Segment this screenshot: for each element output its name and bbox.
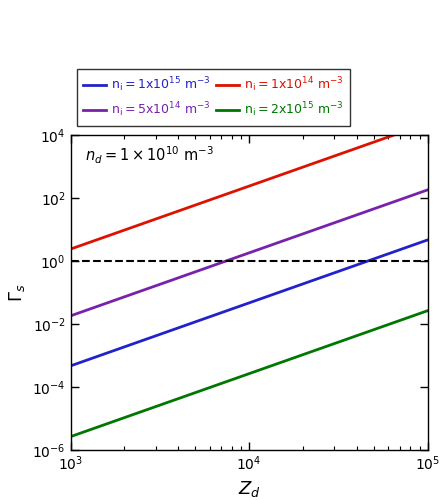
- Legend: $\mathregular{n_i = 1x10^{15}\ m^{-3}}$, $\mathregular{n_i = 5x10^{14}\ m^{-3}}$: $\mathregular{n_i = 1x10^{15}\ m^{-3}}$,…: [77, 70, 350, 126]
- Y-axis label: $\Gamma_s$: $\Gamma_s$: [7, 283, 26, 302]
- Text: $n_d = 1\times10^{10}\ \mathrm{m}^{-3}$: $n_d = 1\times10^{10}\ \mathrm{m}^{-3}$: [85, 144, 214, 166]
- X-axis label: $Z_d$: $Z_d$: [238, 479, 261, 499]
